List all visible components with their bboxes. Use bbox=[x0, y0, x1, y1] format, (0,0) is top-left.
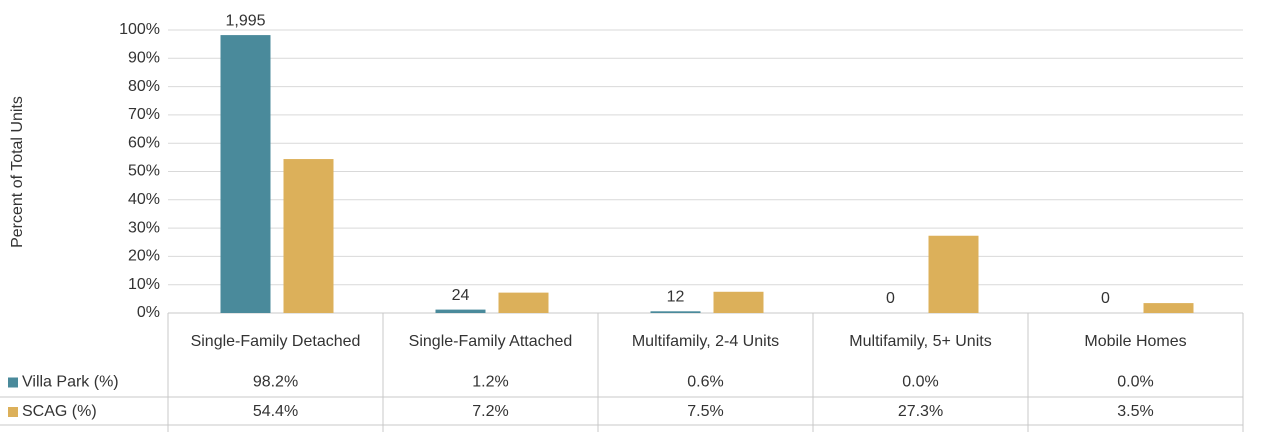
legend-swatch bbox=[8, 377, 18, 388]
x-tick-label: Multifamily, 2-4 Units bbox=[631, 332, 780, 350]
bar bbox=[713, 291, 764, 313]
y-tick-label: 70% bbox=[128, 106, 160, 123]
table-value: 1.2% bbox=[472, 374, 508, 391]
data-label: 1,995 bbox=[225, 12, 265, 29]
y-tick-label: 50% bbox=[128, 163, 160, 180]
y-tick-label: 0% bbox=[137, 304, 160, 321]
x-tick-label-box: Single-Family Attached bbox=[408, 332, 573, 350]
legend-label: SCAG (%) bbox=[22, 403, 97, 420]
bar bbox=[283, 159, 334, 313]
data-label: 0 bbox=[886, 290, 895, 307]
x-tick-label-box: Single-Family Detached bbox=[190, 332, 361, 350]
y-tick-label: 20% bbox=[128, 248, 160, 265]
bar bbox=[650, 311, 701, 313]
x-tick-label: Single-Family Attached bbox=[408, 332, 573, 350]
bar bbox=[1143, 303, 1194, 313]
y-tick-label: 100% bbox=[119, 21, 160, 38]
y-axis-label: Percent of Total Units bbox=[9, 96, 26, 248]
bar bbox=[498, 292, 549, 313]
y-tick-label: 10% bbox=[128, 276, 160, 293]
table-value: 27.3% bbox=[898, 403, 943, 420]
y-tick-label: 40% bbox=[128, 191, 160, 208]
bar bbox=[220, 35, 271, 314]
x-tick-label: Single-Family Detached bbox=[190, 332, 361, 350]
bar bbox=[928, 235, 979, 313]
x-tick-label: Multifamily, 5+ Units bbox=[849, 332, 992, 350]
y-tick-label: 30% bbox=[128, 219, 160, 236]
table-value: 54.4% bbox=[253, 403, 298, 420]
x-tick-label-box: Multifamily, 2-4 Units bbox=[631, 332, 780, 350]
y-tick-label: 80% bbox=[128, 78, 160, 95]
table-value: 0.0% bbox=[902, 374, 938, 391]
y-tick-label: 60% bbox=[128, 134, 160, 151]
legend-label: Villa Park (%) bbox=[22, 374, 119, 391]
data-label: 12 bbox=[667, 289, 685, 306]
table-value: 0.6% bbox=[687, 374, 723, 391]
bar bbox=[435, 309, 486, 313]
table-value: 98.2% bbox=[253, 374, 298, 391]
table-value: 3.5% bbox=[1117, 403, 1153, 420]
x-tick-label-box: Mobile Homes bbox=[1084, 332, 1187, 350]
data-label: 0 bbox=[1101, 290, 1110, 307]
x-tick-label: Mobile Homes bbox=[1084, 332, 1187, 350]
table-value: 0.0% bbox=[1117, 374, 1153, 391]
x-tick-label-box: Multifamily, 5+ Units bbox=[849, 332, 992, 350]
table-value: 7.5% bbox=[687, 403, 723, 420]
legend-swatch bbox=[8, 407, 18, 417]
table-value: 7.2% bbox=[472, 403, 508, 420]
y-tick-label: 90% bbox=[128, 50, 160, 67]
data-label: 24 bbox=[452, 287, 470, 304]
